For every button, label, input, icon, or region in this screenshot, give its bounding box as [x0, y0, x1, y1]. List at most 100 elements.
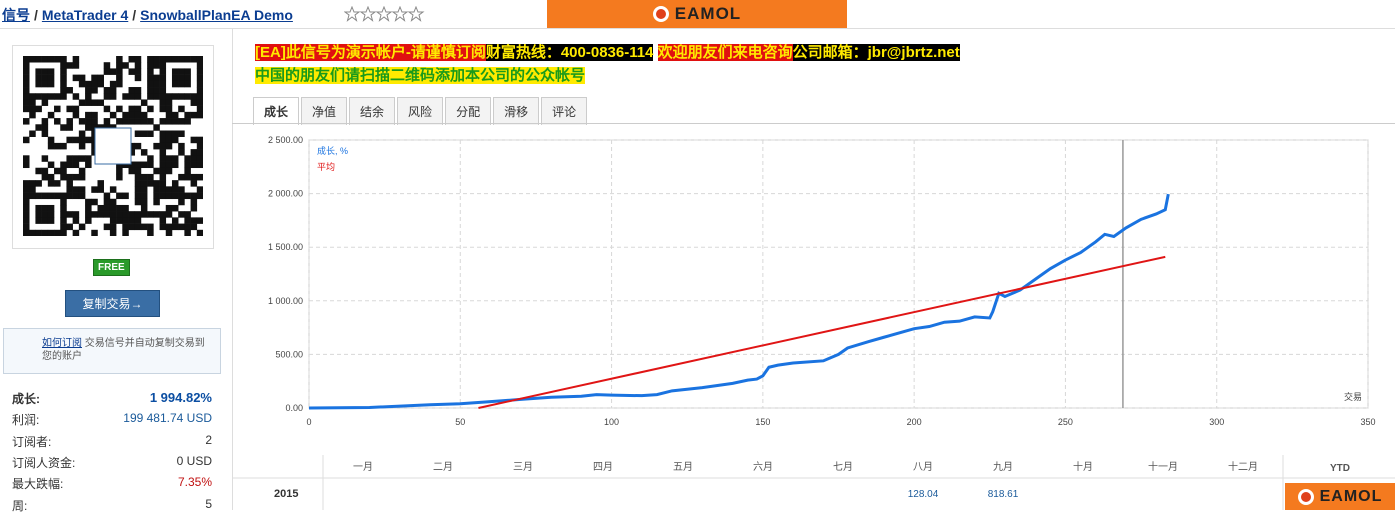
- qr-module: [41, 229, 49, 237]
- qr-module: [41, 130, 49, 137]
- qr-module: [47, 93, 55, 100]
- qr-module: [171, 118, 179, 125]
- qr-module: [147, 223, 154, 231]
- qr-module: [196, 56, 204, 63]
- qr-module: [128, 87, 136, 94]
- series-line: [308, 193, 1170, 410]
- qr-module: [85, 211, 92, 218]
- qr-module: [85, 93, 92, 100]
- plot-frame: [308, 139, 1369, 409]
- qr-module: [60, 87, 67, 94]
- banner-text: 中国的朋友们请扫描二维码添加本公司的公众帐号: [255, 67, 586, 84]
- qr-module: [97, 211, 104, 218]
- qr-module: [165, 111, 173, 119]
- stat-label: 最大跌幅:: [12, 477, 64, 492]
- qr-module: [116, 167, 123, 175]
- series-line: [478, 255, 1166, 409]
- qr-module: [85, 155, 92, 162]
- qr-module: [134, 105, 142, 113]
- qr-module: [147, 80, 154, 88]
- x-tick-label: 300: [1209, 417, 1224, 427]
- qr-module: [184, 118, 191, 125]
- qr-module: [41, 217, 49, 224]
- qr-module: [140, 192, 148, 200]
- qr-module: [196, 142, 204, 150]
- qr-module: [66, 223, 73, 231]
- qr-module: [147, 74, 154, 82]
- breadcrumb-link[interactable]: SnowballPlanEA Demo: [140, 7, 293, 23]
- qr-module: [109, 217, 117, 224]
- qr-module: [147, 93, 154, 100]
- qr-module: [122, 217, 129, 224]
- y-tick-label: 500.00: [275, 349, 303, 359]
- qr-module: [35, 180, 42, 187]
- qr-module: [66, 211, 73, 218]
- qr-code: [23, 56, 204, 237]
- copy-button[interactable]: 复制交易→: [65, 290, 160, 317]
- qr-module: [190, 173, 198, 181]
- qr-module: [41, 93, 49, 100]
- qr-module: [54, 93, 61, 100]
- qr-module: [85, 161, 92, 169]
- y-tick-label: 2 500.00: [268, 135, 303, 145]
- qr-module: [47, 111, 55, 119]
- qr-module: [196, 229, 204, 237]
- month-header: 一月: [353, 461, 373, 473]
- qr-module: [35, 105, 42, 113]
- qr-module: [196, 87, 204, 94]
- qr-module: [140, 118, 148, 125]
- qr-module: [190, 223, 198, 231]
- qr-module: [171, 74, 179, 82]
- breadcrumb-link[interactable]: MetaTrader 4: [41, 7, 129, 23]
- qr-module: [116, 62, 123, 69]
- qr-module: [103, 105, 111, 113]
- qr-module: [178, 173, 185, 181]
- qr-module: [134, 217, 142, 224]
- qr-module: [147, 56, 154, 63]
- qr-module: [184, 111, 191, 119]
- qr-module: [165, 155, 173, 162]
- qr-module: [91, 74, 98, 82]
- qr-module: [184, 155, 191, 162]
- stat-row: 利润: 199 481.74 USD: [12, 411, 212, 428]
- qr-module: [165, 93, 173, 100]
- qr-module: [159, 130, 167, 137]
- tab[interactable]: 分配: [445, 97, 492, 125]
- rating-stars[interactable]: [344, 6, 426, 22]
- tab[interactable]: 风险: [397, 97, 444, 125]
- breadcrumb: 信号 / MetaTrader 4/SnowballPlanEA Demo: [2, 5, 293, 25]
- logo-badge[interactable]: EAMOL: [1285, 483, 1395, 510]
- qr-module: [196, 68, 204, 75]
- qr-module: [72, 192, 80, 200]
- qr-module: [23, 217, 30, 224]
- tab[interactable]: 净值: [301, 97, 348, 125]
- breadcrumb-link[interactable]: 信号: [2, 7, 30, 23]
- qr-module: [159, 136, 167, 144]
- stat-row: 周: 5: [12, 497, 212, 514]
- qr-module: [178, 93, 185, 100]
- qr-module: [116, 118, 123, 125]
- qr-module: [165, 167, 173, 175]
- tab[interactable]: 结余: [349, 97, 396, 125]
- qr-module: [116, 56, 123, 63]
- qr-module: [116, 105, 123, 113]
- qr-module: [134, 62, 142, 69]
- tab[interactable]: 滑移: [493, 97, 540, 125]
- month-header: 五月: [673, 461, 693, 473]
- logo-banner[interactable]: EAMOL: [547, 0, 847, 28]
- qr-module: [122, 111, 129, 119]
- tab[interactable]: 成长: [253, 97, 300, 125]
- qr-module: [128, 68, 136, 75]
- qr-module: [91, 80, 98, 88]
- qr-module: [29, 99, 36, 106]
- qr-module: [171, 161, 179, 169]
- qr-module: [159, 80, 167, 88]
- qr-module: [72, 62, 80, 69]
- subscribe-link[interactable]: 如何订阅: [42, 338, 82, 349]
- qr-module: [165, 192, 173, 200]
- tab[interactable]: 评论: [541, 97, 588, 125]
- qr-module: [153, 87, 160, 94]
- qr-module: [147, 211, 154, 218]
- qr-module: [72, 229, 80, 237]
